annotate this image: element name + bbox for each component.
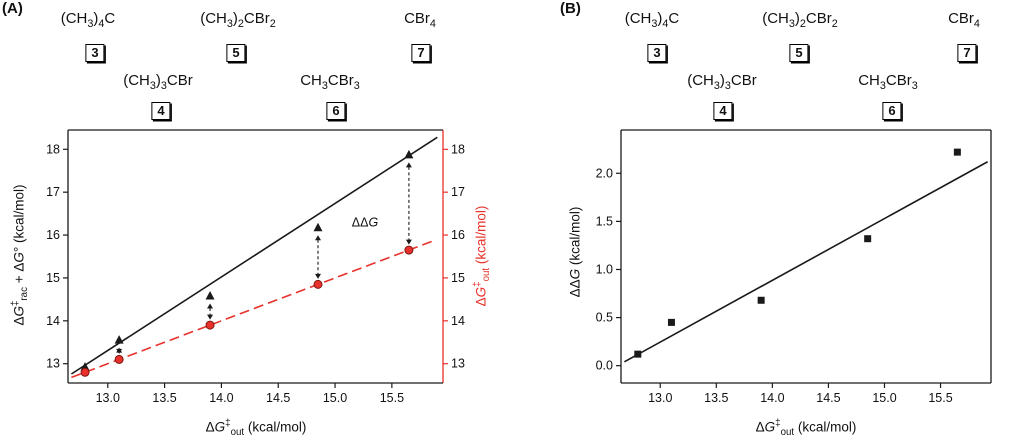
y-tick-label: 16 [46,228,60,242]
fit-lines [70,136,438,379]
panel-b-xaxis-title: ΔG‡out (kcal/mol) [755,418,857,439]
x-tick-label: 14.0 [209,391,233,405]
fit-lines [623,161,989,363]
compound-formula-5: (CH3)2CBr2 [762,10,838,30]
y-tick-label: 0.5 [596,311,613,325]
x-tick-label: 14.0 [760,391,784,405]
panel-b-chart: 13.0 13.5 14.0 14.5 15.0 15.5 0.0 0.5 1.0 1.5 2.0 [596,129,992,405]
y-tick-label: 0.0 [596,359,613,373]
y-tick-label-right: 14 [451,314,465,328]
compound-number-5: 5 [789,44,809,62]
compound-formula-7: CBr4 [404,10,436,30]
compound-formula-6: CH3CBr3 [300,72,360,92]
y-tick-label: 1.0 [596,262,613,276]
y-tick-label: 13 [46,357,60,371]
compound-formula-3: (CH3)4C [60,10,116,30]
compound-formula-6: CH3CBr3 [858,72,918,92]
compound-number-4: 4 [151,102,171,120]
x-tick-label: 15.0 [323,391,347,405]
annotation: ΔΔG [352,215,379,229]
y-tick-label: 15 [46,271,60,285]
x-tick-label: 13.5 [704,391,728,405]
y-tick-label-right: 16 [451,228,465,242]
x-tick-label: 15.5 [928,391,952,405]
compound-number-5: 5 [226,44,246,62]
y-tick-label: 2.0 [596,166,613,180]
y-tick-label: 14 [46,314,60,328]
x-tick-label: 13.0 [648,391,672,405]
y-tick-label-right: 13 [451,357,465,371]
x-tick-label: 14.5 [816,391,840,405]
compound-number-6: 6 [882,102,902,120]
compound-number-7: 7 [957,44,977,62]
axes: 13.0 13.5 14.0 14.5 15.0 15.5 13 14 15 16 17 18 13 14… [46,129,465,405]
delta-delta-g-arrows [116,162,412,354]
compound-formula-4: (CH3)3CBr [687,72,757,92]
x-tick-label: 15.5 [380,391,404,405]
y-tick-label-right: 18 [451,142,465,156]
y-tick-label: 1.5 [596,214,613,228]
compound-formula-4: (CH3)3CBr [123,72,193,92]
panel-b-label: (B) [560,0,581,17]
series-circle-markers [80,245,414,377]
x-tick-label: 13.0 [96,391,120,405]
compound-number-3: 3 [647,44,667,62]
x-tick-label: 14.5 [266,391,290,405]
y-tick-label-right: 17 [451,185,465,199]
x-tick-label: 13.5 [152,391,176,405]
compound-formula-7: CBr4 [948,10,980,30]
panel-a-chart: 13.0 13.5 14.0 14.5 15.0 15.5 13 14 15 16 17 18 13 14… [46,129,465,405]
panel-a-label: (A) [2,0,23,17]
compound-number-3: 3 [85,44,105,62]
compound-number-6: 6 [326,102,346,120]
compound-formula-3: (CH3)4C [624,10,680,30]
y-tick-label: 18 [46,142,60,156]
compound-number-4: 4 [713,102,733,120]
axes: 13.0 13.5 14.0 14.5 15.0 15.5 0.0 0.5 1.0 1.5 2.0 [596,129,992,405]
series-square-markers [634,148,961,358]
x-tick-label: 15.0 [872,391,896,405]
y-tick-label: 17 [46,185,60,199]
compound-number-7: 7 [411,44,431,62]
y-tick-label-right: 15 [451,271,465,285]
compound-formula-5: (CH3)2CBr2 [200,10,276,30]
panel-a-xaxis-title: ΔG‡out (kcal/mol) [205,418,307,439]
